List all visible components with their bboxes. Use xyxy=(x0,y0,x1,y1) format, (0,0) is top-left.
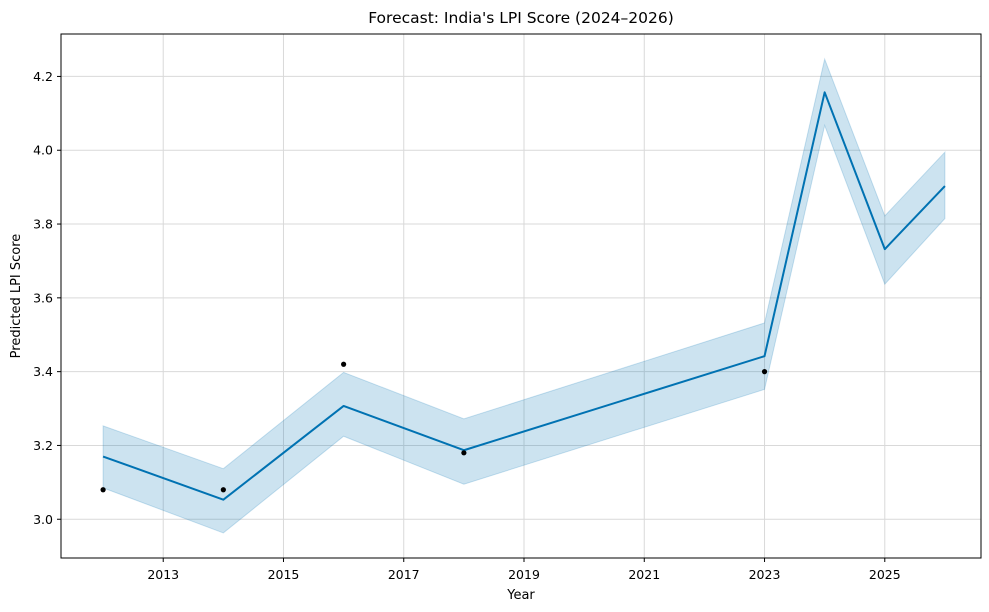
x-tick-label: 2015 xyxy=(268,567,300,582)
forecast-series-line xyxy=(102,91,946,501)
y-tick-label: 4.0 xyxy=(33,143,53,158)
observed-point xyxy=(761,369,768,375)
x-tick-label: 2021 xyxy=(628,567,660,582)
y-axis-ticks: 3.0 3.2 3.4 3.6 3.8 4.0 4.2 xyxy=(33,69,61,527)
x-tick-label: 2017 xyxy=(388,567,420,582)
observed-point xyxy=(341,361,347,367)
y-tick-label: 3.2 xyxy=(33,438,53,453)
forecast-line xyxy=(102,91,946,501)
grid xyxy=(61,34,981,558)
observed-point xyxy=(220,487,226,493)
plot-area xyxy=(60,33,982,559)
y-tick-label: 3.6 xyxy=(33,290,53,305)
x-tick-label: 2023 xyxy=(749,567,781,582)
observed-point xyxy=(100,487,106,493)
y-tick-label: 3.4 xyxy=(33,364,53,379)
x-axis-label: Year xyxy=(506,588,535,603)
chart-title: Forecast: India's LPI Score (2024–2026) xyxy=(368,9,674,27)
x-tick-label: 2013 xyxy=(147,567,179,582)
x-axis-ticks: 2013 2015 2017 2019 2021 2023 2025 xyxy=(147,558,901,582)
uncertainty-band xyxy=(102,57,946,534)
observed-points xyxy=(100,361,768,493)
observed-point xyxy=(461,450,467,456)
x-tick-label: 2019 xyxy=(508,567,540,582)
confidence-interval-area xyxy=(102,57,946,534)
y-tick-label: 3.0 xyxy=(33,512,53,527)
y-tick-label: 4.2 xyxy=(33,69,53,84)
y-tick-label: 3.8 xyxy=(33,217,53,232)
x-tick-label: 2025 xyxy=(869,567,901,582)
y-axis-label: Predicted LPI Score xyxy=(9,234,24,359)
